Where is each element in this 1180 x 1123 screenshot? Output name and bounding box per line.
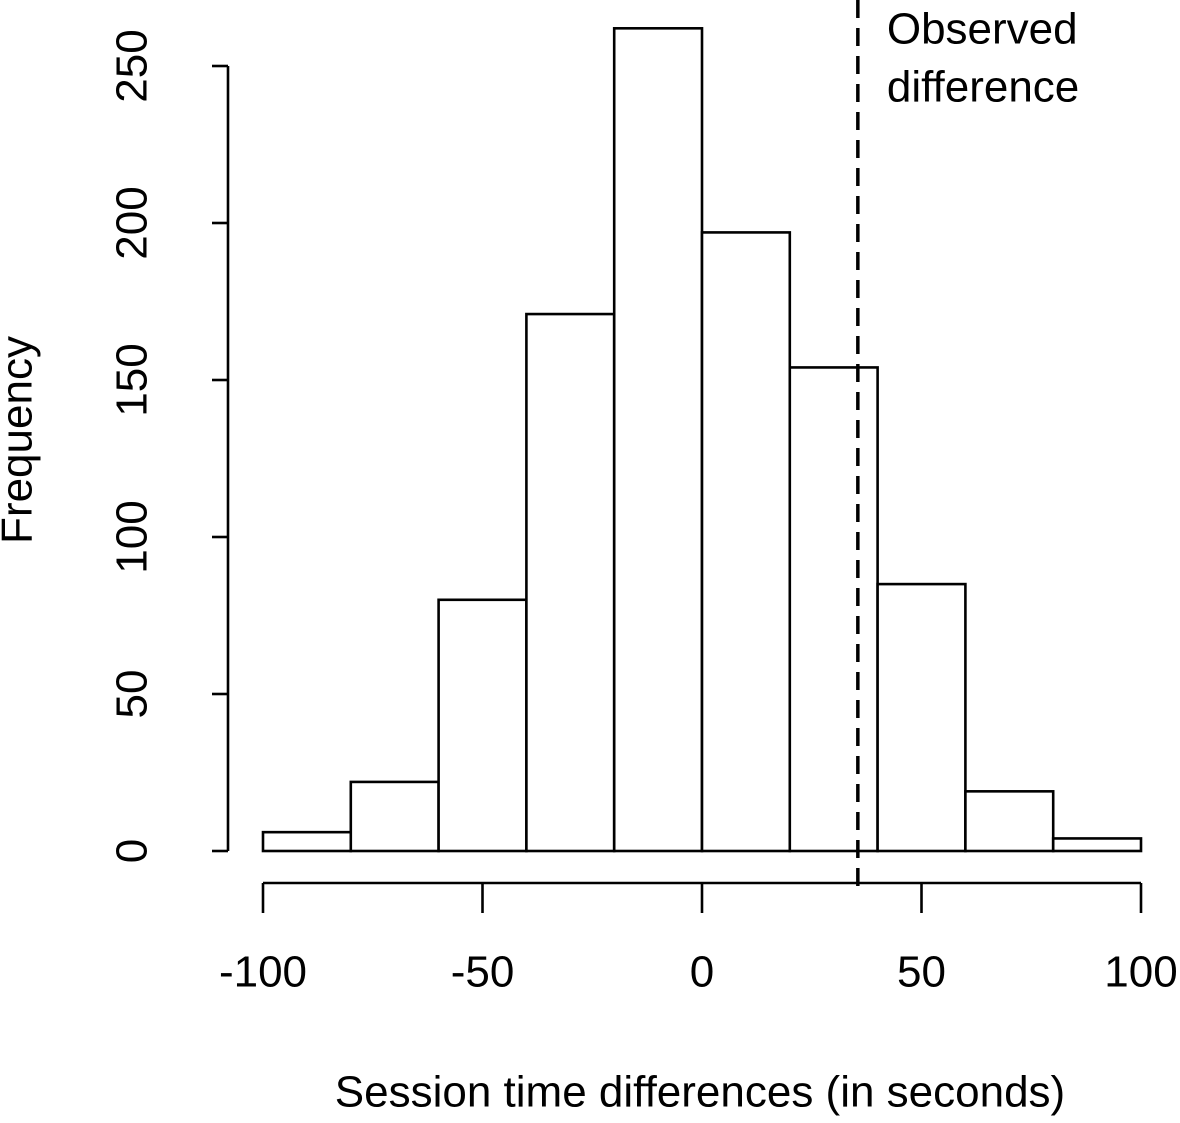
y-axis-label: Frequency [0,336,42,544]
y-tick-label: 100 [108,500,157,573]
x-axis-label: Session time differences (in seconds) [335,1068,1065,1117]
bar [612,27,704,853]
bar [1051,837,1143,853]
y-tick-label: 200 [108,186,157,259]
x-tick-label: 0 [690,948,714,997]
y-tick-label: 250 [108,29,157,102]
bar [261,830,353,853]
bar [349,780,440,853]
bar [700,231,792,853]
x-tick-label: -50 [451,948,515,997]
bar [964,790,1055,853]
bar [525,312,616,853]
bar [437,598,528,853]
x-tick-label: -100 [219,948,307,997]
y-tick-label: 0 [108,839,157,863]
reference-label: Observed [887,5,1078,54]
x-tick-label: 100 [1104,948,1177,997]
y-tick-label: 150 [108,343,157,416]
x-tick-label: 50 [897,948,946,997]
bar [788,366,879,853]
y-tick-label: 50 [108,670,157,719]
bar [876,582,967,853]
reference-label: difference [887,63,1079,112]
